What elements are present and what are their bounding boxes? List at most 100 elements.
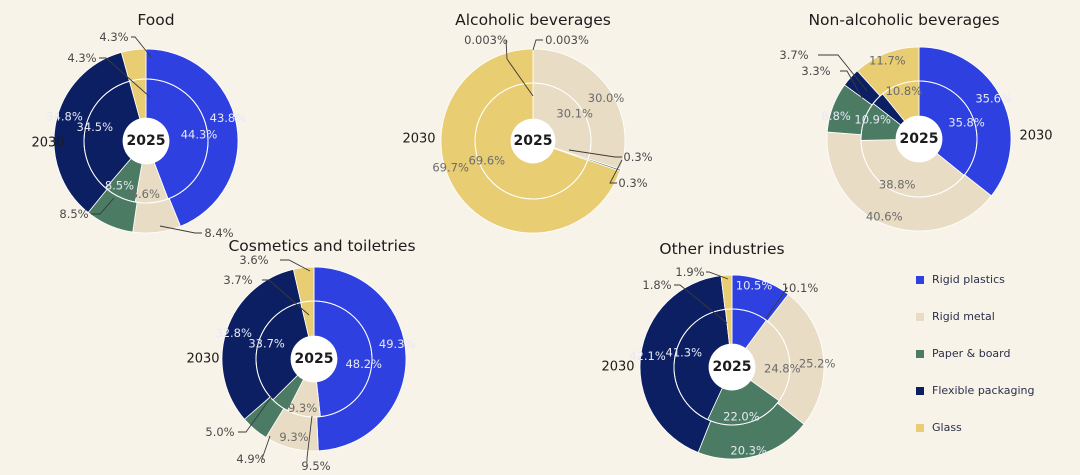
inner-value-label: 69.6%	[469, 153, 506, 167]
callout-value-label: 3.3%	[801, 64, 830, 78]
legend-label: Flexible packaging	[932, 384, 1035, 397]
callout-value-label: 9.3%	[279, 430, 308, 444]
pie-chart-0	[53, 48, 239, 234]
inner-value-label: 38.8%	[879, 177, 916, 191]
outer-year-label: 2030	[31, 136, 64, 151]
leader-line	[261, 435, 271, 460]
pie-chart-1	[440, 48, 626, 234]
legend-label: Rigid metal	[932, 310, 995, 323]
leader-line	[99, 57, 151, 98]
legend-item-rigid-metal: Rigid metal	[916, 310, 995, 323]
leader-line	[765, 287, 788, 319]
leader-line	[609, 159, 623, 184]
inner-value-label: 10.9%	[854, 112, 891, 126]
legend-item-glass: Glass	[916, 421, 962, 434]
callout-value-label: 5.0%	[205, 425, 234, 439]
chart-title: Food	[137, 11, 174, 29]
leader-line	[131, 36, 152, 58]
legend-swatch	[916, 275, 924, 284]
center-year-label: 2025	[900, 131, 939, 147]
callout-value-label: 3.6%	[239, 253, 268, 267]
center-hole	[709, 344, 755, 390]
leader-line	[91, 197, 115, 215]
inner-value-label: 41.3%	[666, 346, 703, 360]
inner-value-label: 8.5%	[105, 179, 134, 193]
leader-line	[280, 259, 311, 272]
legend-item-paper-board: Paper & board	[916, 347, 1011, 360]
outer-value-label: 34.8%	[46, 109, 83, 123]
outer-value-label: 8.8%	[822, 109, 851, 123]
leader-line	[532, 39, 543, 51]
callout-value-label: 1.9%	[675, 265, 704, 279]
outer-year-label: 2030	[402, 132, 435, 147]
center-year-label: 2025	[127, 133, 166, 149]
center-year-label: 2025	[295, 351, 334, 367]
inner-value-label: 48.2%	[345, 357, 382, 371]
pie-chart-2	[826, 46, 1012, 232]
outer-value-label: 10.5%	[736, 278, 773, 292]
leader-line	[818, 54, 868, 92]
callout-value-label: 0.003%	[464, 33, 508, 47]
chart-title: Alcoholic beverages	[455, 11, 611, 29]
leader-line	[840, 70, 863, 99]
callout-value-label: 0.3%	[618, 176, 647, 190]
ring-separator	[860, 80, 978, 198]
center-year-label: 2025	[514, 133, 553, 149]
legend-swatch	[916, 423, 924, 432]
callout-value-label: 8.4%	[204, 226, 233, 240]
legend-label: Glass	[932, 421, 962, 434]
leader-line	[505, 39, 534, 97]
outer-value-label: 25.2%	[799, 357, 836, 371]
legend-swatch	[916, 312, 924, 321]
legend-label: Paper & board	[932, 347, 1011, 360]
chart-title: Non-alcoholic beverages	[808, 11, 999, 29]
outer-year-label: 2030	[186, 352, 219, 367]
outer-value-label: 11.7%	[869, 53, 906, 67]
ring-separator	[673, 308, 791, 426]
callout-value-label: 4.3%	[99, 30, 128, 44]
inner-value-label: 44.3%	[181, 127, 218, 141]
inner-value-label: 30.1%	[556, 106, 593, 120]
inner-value-label: 9.3%	[288, 401, 317, 415]
pie-chart-4	[639, 274, 825, 460]
outer-value-label: 49.3%	[379, 337, 416, 351]
legend-swatch	[916, 386, 924, 395]
callout-value-label: 0.3%	[623, 150, 652, 164]
outer-value-label: 69.7%	[432, 161, 469, 175]
ring-separator	[83, 78, 209, 204]
legend-item-rigid-plastics: Rigid plastics	[916, 273, 1005, 286]
center-hole	[123, 118, 169, 164]
callout-value-label: 0.003%	[545, 33, 589, 47]
callout-value-label: 9.5%	[301, 459, 330, 473]
callout-value-label: 3.7%	[779, 48, 808, 62]
outer-year-label: 2030	[1019, 129, 1052, 144]
callout-value-label: 3.7%	[223, 273, 252, 287]
outer-value-label: 35.6%	[975, 92, 1012, 106]
inner-value-label: 22.0%	[723, 409, 760, 423]
pie-chart-3	[221, 266, 407, 452]
outer-value-label: 30.0%	[588, 91, 625, 105]
center-hole	[896, 116, 942, 162]
callout-value-label: 1.8%	[642, 278, 671, 292]
leader-line	[568, 149, 622, 158]
inner-value-label: 33.7%	[248, 336, 285, 350]
outer-value-label: 43.8%	[210, 111, 247, 125]
callout-value-label: 10.1%	[782, 281, 819, 295]
legend-label: Rigid plastics	[932, 273, 1005, 286]
inner-value-label: 35.8%	[948, 116, 985, 130]
inner-value-label: 8.6%	[131, 187, 160, 201]
callout-value-label: 4.3%	[67, 51, 96, 65]
leader-line	[238, 395, 273, 433]
ring-separator	[255, 300, 373, 418]
inner-value-label: 34.5%	[77, 120, 114, 134]
inner-value-label: 10.8%	[886, 84, 923, 98]
legend-swatch	[916, 349, 924, 358]
center-year-label: 2025	[713, 359, 752, 375]
chart-title: Cosmetics and toiletries	[228, 237, 415, 255]
center-hole	[291, 336, 337, 382]
legend-item-flexible-packaging: Flexible packaging	[916, 384, 1035, 397]
leader-line	[674, 284, 728, 324]
outer-value-label: 20.3%	[730, 444, 767, 458]
outer-value-label: 32.8%	[215, 326, 252, 340]
